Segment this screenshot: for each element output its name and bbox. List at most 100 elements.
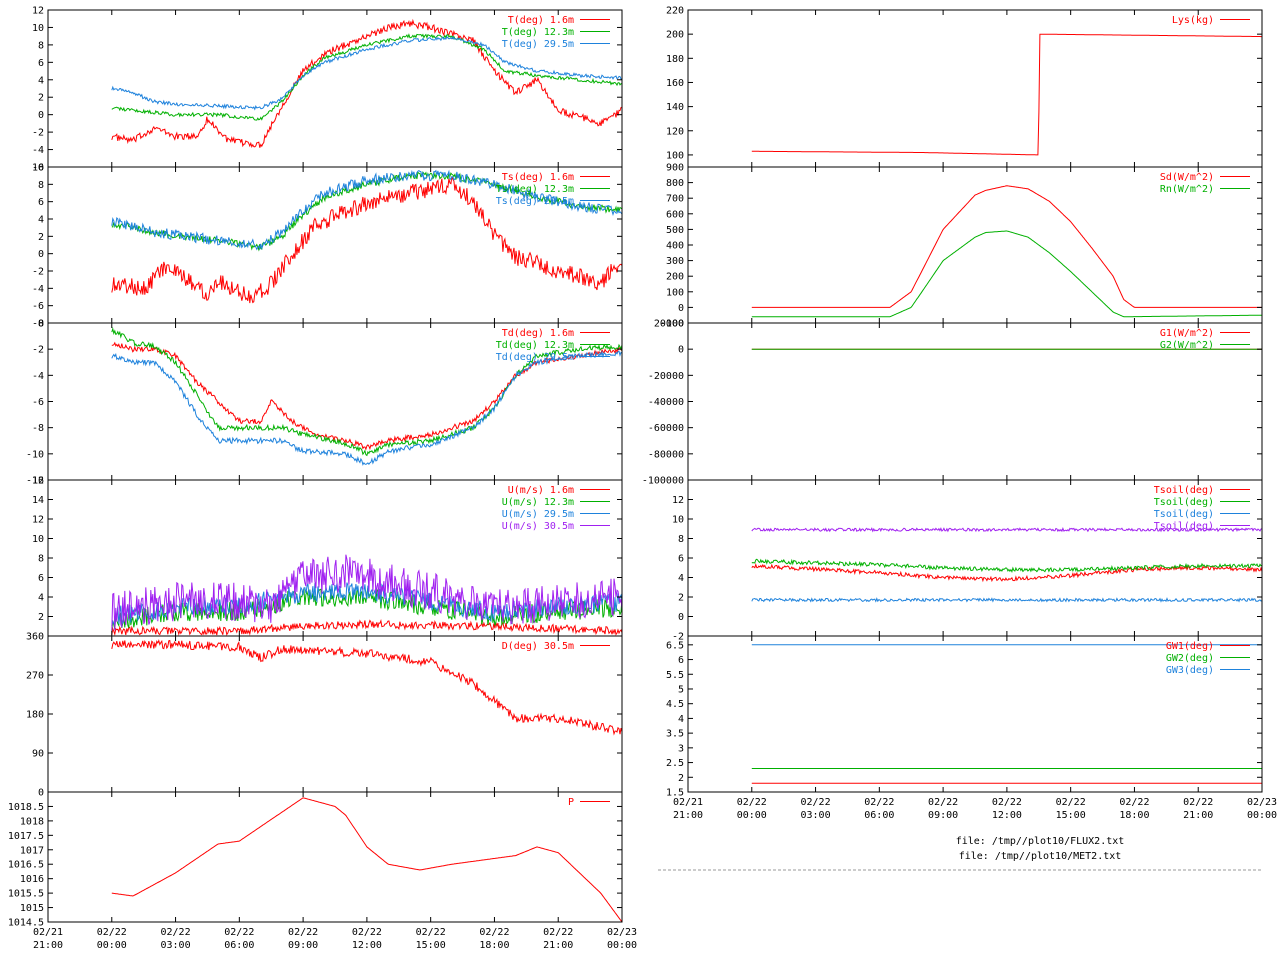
legend-label: Lys(kg)	[1172, 15, 1214, 26]
y-tick-label: -4	[32, 145, 44, 156]
plot-frame	[47, 635, 623, 793]
x-tick-label-time: 03:00	[801, 810, 831, 821]
y-tick-label: -10	[26, 449, 44, 460]
legend-label: T(deg) 29.5m	[502, 39, 574, 50]
y-tick-label: 700	[666, 194, 684, 205]
y-tick-label: 10	[32, 163, 44, 174]
y-tick-label: 2	[38, 93, 44, 104]
x-tick-label-date: 02/22	[479, 927, 509, 938]
series-line-D-0	[111, 639, 623, 736]
x-tick-label-time: 03:00	[161, 940, 191, 951]
y-tick-label: 0	[678, 612, 684, 623]
y-tick-label: 0	[38, 319, 44, 330]
series-line-Tsoil-2	[751, 597, 1263, 603]
x-tick-label-time: 21:00	[543, 940, 573, 951]
y-tick-label: 4	[38, 75, 44, 86]
plot-frame	[687, 635, 1263, 793]
series-line-P-0	[111, 797, 623, 923]
y-tick-label: 1016	[20, 874, 44, 885]
y-tick-label: 12	[672, 495, 684, 506]
y-tick-label: 0	[678, 303, 684, 314]
y-tick-label: 4	[678, 714, 684, 725]
y-tick-label: 2	[38, 612, 44, 623]
y-tick-label: 180	[666, 54, 684, 65]
x-tick-label-date: 02/22	[97, 927, 127, 938]
x-tick-label-date: 02/23	[1247, 797, 1277, 808]
x-tick-label-date: 02/22	[992, 797, 1022, 808]
x-tick-labels: 02/21 21:00 02/22 00:00 02/22 03:00 02/22 06:00…	[673, 797, 1277, 821]
file-list: file: /tmp//plot10/FLUX2.txt file: /tmp/…	[956, 836, 1125, 862]
y-tick-label: 200	[666, 272, 684, 283]
series-line-Tsoil-3	[751, 526, 1263, 533]
series-line-Ts-2	[111, 169, 623, 251]
y-tick-label: 160	[666, 78, 684, 89]
legend-label: Tsoil(deg)	[1154, 497, 1214, 508]
legend: D(deg) 30.5m	[502, 641, 610, 652]
x-tick-label-time: 09:00	[928, 810, 958, 821]
legend-label: Td(deg) 12.3m	[496, 340, 574, 351]
y-tick-label: 90	[32, 749, 44, 760]
legend-label: U(m/s) 12.3m	[502, 497, 574, 508]
legend-label: Td(deg) 1.6m	[502, 328, 574, 339]
y-tick-label: -2	[672, 632, 684, 643]
legend-label: Tsoil(deg)	[1154, 509, 1214, 520]
y-tick-label: -100000	[642, 476, 684, 487]
y-tick-label: 1016.5	[8, 860, 44, 871]
x-tick-label-date: 02/22	[928, 797, 958, 808]
y-tick-label: -12	[26, 476, 44, 487]
x-tick-label-date: 02/22	[161, 927, 191, 938]
y-tick-labels: 220 200 180 160 140 120 100	[666, 6, 684, 162]
y-tick-label: 6	[38, 197, 44, 208]
series-line-T-1	[111, 33, 623, 121]
x-tick-label-time: 18:00	[479, 940, 509, 951]
legend-label: U(m/s) 30.5m	[502, 521, 574, 532]
y-tick-label: 3	[678, 743, 684, 754]
y-tick-label: 8	[38, 180, 44, 191]
y-tick-label: 270	[26, 671, 44, 682]
x-tick-label-time: 00:00	[737, 810, 767, 821]
series-line-T-0	[111, 18, 623, 149]
y-tick-labels: 20000 0 -20000 -40000 -60000 -80000 -100000	[642, 319, 684, 487]
panel-Tsoil: 121086420-2Tsoil(deg)Tsoil(deg)Tsoil(deg…	[672, 479, 1263, 643]
x-tick-labels: 02/21 21:00 02/22 00:00 02/22 03:00 02/22 06:00…	[33, 927, 637, 951]
y-tick-label: 600	[666, 209, 684, 220]
y-tick-label: -8	[32, 423, 44, 434]
x-tick-label-time: 00:00	[97, 940, 127, 951]
y-tick-label: 4	[678, 573, 684, 584]
x-tick-label-time: 21:00	[673, 810, 703, 821]
y-tick-labels: 12 10 8 6 4 2 0 -2 -4 -6	[32, 6, 44, 174]
legend-label: T(deg) 12.3m	[502, 27, 574, 38]
x-tick-label-time: 21:00	[33, 940, 63, 951]
y-tick-label: 3.5	[666, 729, 684, 740]
y-tick-label: 2	[38, 232, 44, 243]
legend-label: G2(W/m^2)	[1160, 340, 1214, 351]
legend-label: Td(deg) 29.5m	[496, 352, 574, 363]
legend-label: GW1(deg)	[1166, 641, 1214, 652]
y-tick-label: 5	[678, 684, 684, 695]
panel-P: 1018.5 1018 1017.5 1017 1016.5 1016 1015.5 1015…	[8, 791, 637, 951]
y-tick-label: 220	[666, 6, 684, 17]
file-label-flux2: file: /tmp//plot10/FLUX2.txt	[956, 836, 1125, 847]
panel-Lys: 220 200 180 160 140 120 100 Lys(kg)	[666, 6, 1263, 168]
x-tick-label-date: 02/22	[352, 927, 382, 938]
legend: Lys(kg)	[1172, 15, 1250, 26]
y-tick-label: -4	[32, 371, 44, 382]
y-tick-label: 6.5	[666, 640, 684, 651]
x-tick-label-time: 00:00	[1247, 810, 1277, 821]
y-tick-label: 300	[666, 256, 684, 267]
y-tick-label: -80000	[648, 449, 684, 460]
legend-label: Tsoil(deg)	[1154, 521, 1214, 532]
series-line-T-2	[111, 35, 623, 111]
legend: G1(W/m^2)G2(W/m^2)	[1160, 328, 1250, 351]
x-tick-label-time: 15:00	[416, 940, 446, 951]
y-tick-label: 100	[666, 287, 684, 298]
y-tick-label: 400	[666, 241, 684, 252]
y-tick-label: 5.5	[666, 670, 684, 681]
x-tick-label-date: 02/23	[607, 927, 637, 938]
legend-label: Rn(W/m^2)	[1160, 184, 1214, 195]
legend-label: P	[568, 797, 574, 808]
legend-label: G1(W/m^2)	[1160, 328, 1214, 339]
